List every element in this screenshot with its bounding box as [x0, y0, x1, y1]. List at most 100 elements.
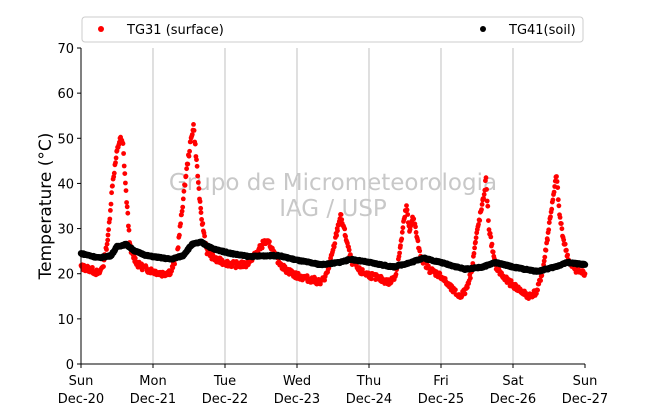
- x-tick-label-day: Tue: [213, 374, 236, 389]
- data-point: [185, 161, 191, 167]
- data-point: [132, 255, 138, 261]
- data-point: [104, 241, 110, 247]
- data-point: [405, 212, 411, 217]
- data-point: [200, 221, 206, 226]
- y-tick-label: 30: [57, 223, 74, 238]
- y-tick-label: 60: [57, 87, 74, 102]
- data-point: [113, 155, 119, 161]
- data-point: [545, 237, 550, 243]
- x-tick-label-day: Sat: [502, 374, 523, 389]
- y-axis: 0 10 20 30 40 50 60 70: [57, 42, 81, 373]
- data-point: [535, 287, 540, 293]
- data-point: [182, 182, 188, 188]
- x-tick-label-date: Dec-23: [274, 392, 320, 407]
- x-axis: Sun Dec-20 Mon Dec-21 Tue Dec-22 Wed Dec-23 Thu D…: [58, 364, 608, 407]
- x-tick-label-day: Thu: [356, 374, 381, 389]
- data-point: [338, 212, 344, 218]
- data-point: [195, 173, 201, 179]
- data-point: [484, 198, 490, 204]
- data-point: [109, 190, 114, 196]
- data-point: [472, 245, 477, 251]
- y-tick-label: 70: [57, 42, 74, 57]
- data-point: [183, 173, 189, 179]
- data-point: [485, 203, 491, 209]
- data-point: [486, 227, 492, 233]
- data-point: [335, 228, 340, 234]
- data-point: [199, 217, 205, 222]
- data-point: [177, 232, 182, 238]
- x-tick-label-day: Sun: [69, 374, 94, 389]
- data-point: [550, 197, 556, 203]
- data-point: [477, 218, 483, 223]
- data-point: [125, 210, 131, 216]
- data-point: [398, 243, 403, 249]
- x-tick-label-date: Dec-27: [562, 392, 608, 407]
- data-point: [404, 207, 410, 213]
- data-point: [484, 187, 489, 192]
- data-point: [196, 186, 202, 192]
- data-point: [123, 180, 128, 186]
- data-point: [399, 236, 405, 242]
- data-point: [468, 275, 473, 281]
- data-point: [322, 277, 327, 283]
- legend-label-tg41: TG41(soil): [508, 23, 576, 38]
- data-point: [526, 296, 531, 301]
- data-point: [202, 233, 208, 239]
- grid: [152, 48, 514, 364]
- data-point: [554, 174, 559, 179]
- data-point: [121, 163, 127, 169]
- data-point: [180, 196, 186, 202]
- data-point: [555, 197, 561, 203]
- data-point: [557, 215, 563, 220]
- series-tg41: [77, 238, 589, 275]
- data-point: [369, 276, 374, 282]
- data-point: [259, 245, 265, 251]
- legend-marker-tg31: [98, 26, 104, 32]
- data-point: [581, 261, 589, 268]
- data-point: [551, 189, 557, 195]
- data-point: [189, 132, 195, 137]
- data-point: [192, 141, 198, 147]
- data-point: [465, 285, 470, 290]
- data-point: [107, 216, 113, 222]
- data-point: [555, 185, 561, 191]
- data-point: [108, 208, 113, 213]
- data-point: [108, 201, 114, 207]
- data-point: [542, 254, 548, 260]
- data-point: [546, 227, 552, 233]
- data-point: [267, 239, 272, 245]
- data-point: [562, 241, 568, 247]
- data-point: [120, 141, 126, 147]
- data-point: [336, 222, 342, 228]
- data-point: [437, 270, 443, 276]
- x-tick-label-day: Mon: [139, 374, 166, 389]
- data-point: [175, 245, 181, 251]
- data-point: [106, 227, 111, 233]
- x-tick-label-day: Fri: [433, 374, 449, 389]
- data-point: [197, 199, 203, 204]
- data-point: [415, 238, 421, 244]
- data-point: [187, 148, 193, 154]
- legend-label-tg31: TG31 (surface): [126, 23, 224, 38]
- data-point: [393, 271, 399, 277]
- data-point: [318, 281, 323, 287]
- data-point: [179, 208, 185, 214]
- data-point: [101, 264, 106, 269]
- data-point: [554, 179, 560, 184]
- data-point: [126, 227, 132, 233]
- x-tick-label-date: Dec-22: [202, 392, 248, 407]
- legend-marker-tg41: [480, 26, 486, 32]
- data-point: [198, 210, 204, 216]
- series-layer: [77, 122, 589, 301]
- data-point: [399, 229, 405, 235]
- data-point: [559, 226, 565, 232]
- data-point: [124, 204, 130, 210]
- data-point: [404, 203, 409, 209]
- x-tick-label-date: Dec-26: [490, 392, 536, 407]
- data-point: [342, 226, 348, 232]
- watermark: Grupo de Micrometeorologia IAG / USP: [169, 170, 497, 222]
- data-point: [538, 278, 543, 283]
- data-point: [339, 217, 345, 223]
- legend: TG31 (surface) TG41(soil): [81, 16, 584, 43]
